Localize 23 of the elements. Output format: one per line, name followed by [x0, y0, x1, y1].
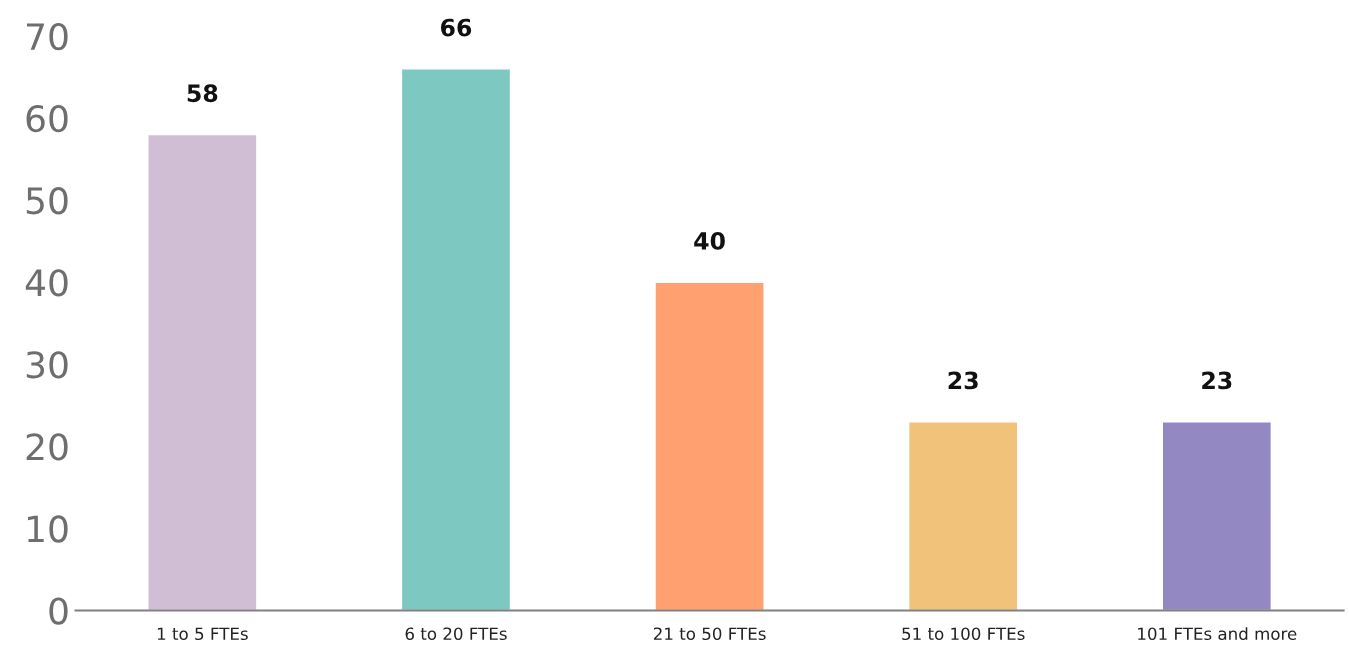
x-tick-label: 6 to 20 FTEs: [405, 627, 507, 641]
y-tick-label: 10: [28, 515, 68, 543]
data-label: 58: [187, 84, 218, 103]
y-tick-label: 20: [26, 433, 68, 461]
bar: [400, 68, 512, 611]
x-tick-label: 21 to 50 FTEs: [653, 627, 766, 641]
bar: [1161, 421, 1273, 611]
y-tick-label: 0: [49, 597, 68, 625]
bar: [654, 281, 765, 611]
y-tick-label: 60: [26, 105, 68, 133]
data-label: 23: [948, 371, 978, 390]
y-tick-label: 50: [26, 187, 68, 215]
x-tick-label: 51 to 100 FTEs: [902, 627, 1025, 641]
x-tick-label: 1 to 5 FTEs: [157, 627, 248, 641]
bar: [147, 133, 258, 611]
y-tick-label: 40: [25, 269, 68, 297]
y-tick-label: 70: [27, 22, 68, 51]
data-label: 66: [441, 18, 472, 37]
data-label: 40: [694, 232, 725, 250]
x-tick-label: 101 FTEs and more: [1138, 627, 1297, 641]
data-label: 23: [1202, 371, 1232, 390]
y-tick-label: 30: [26, 351, 68, 379]
bar: [907, 421, 1019, 611]
